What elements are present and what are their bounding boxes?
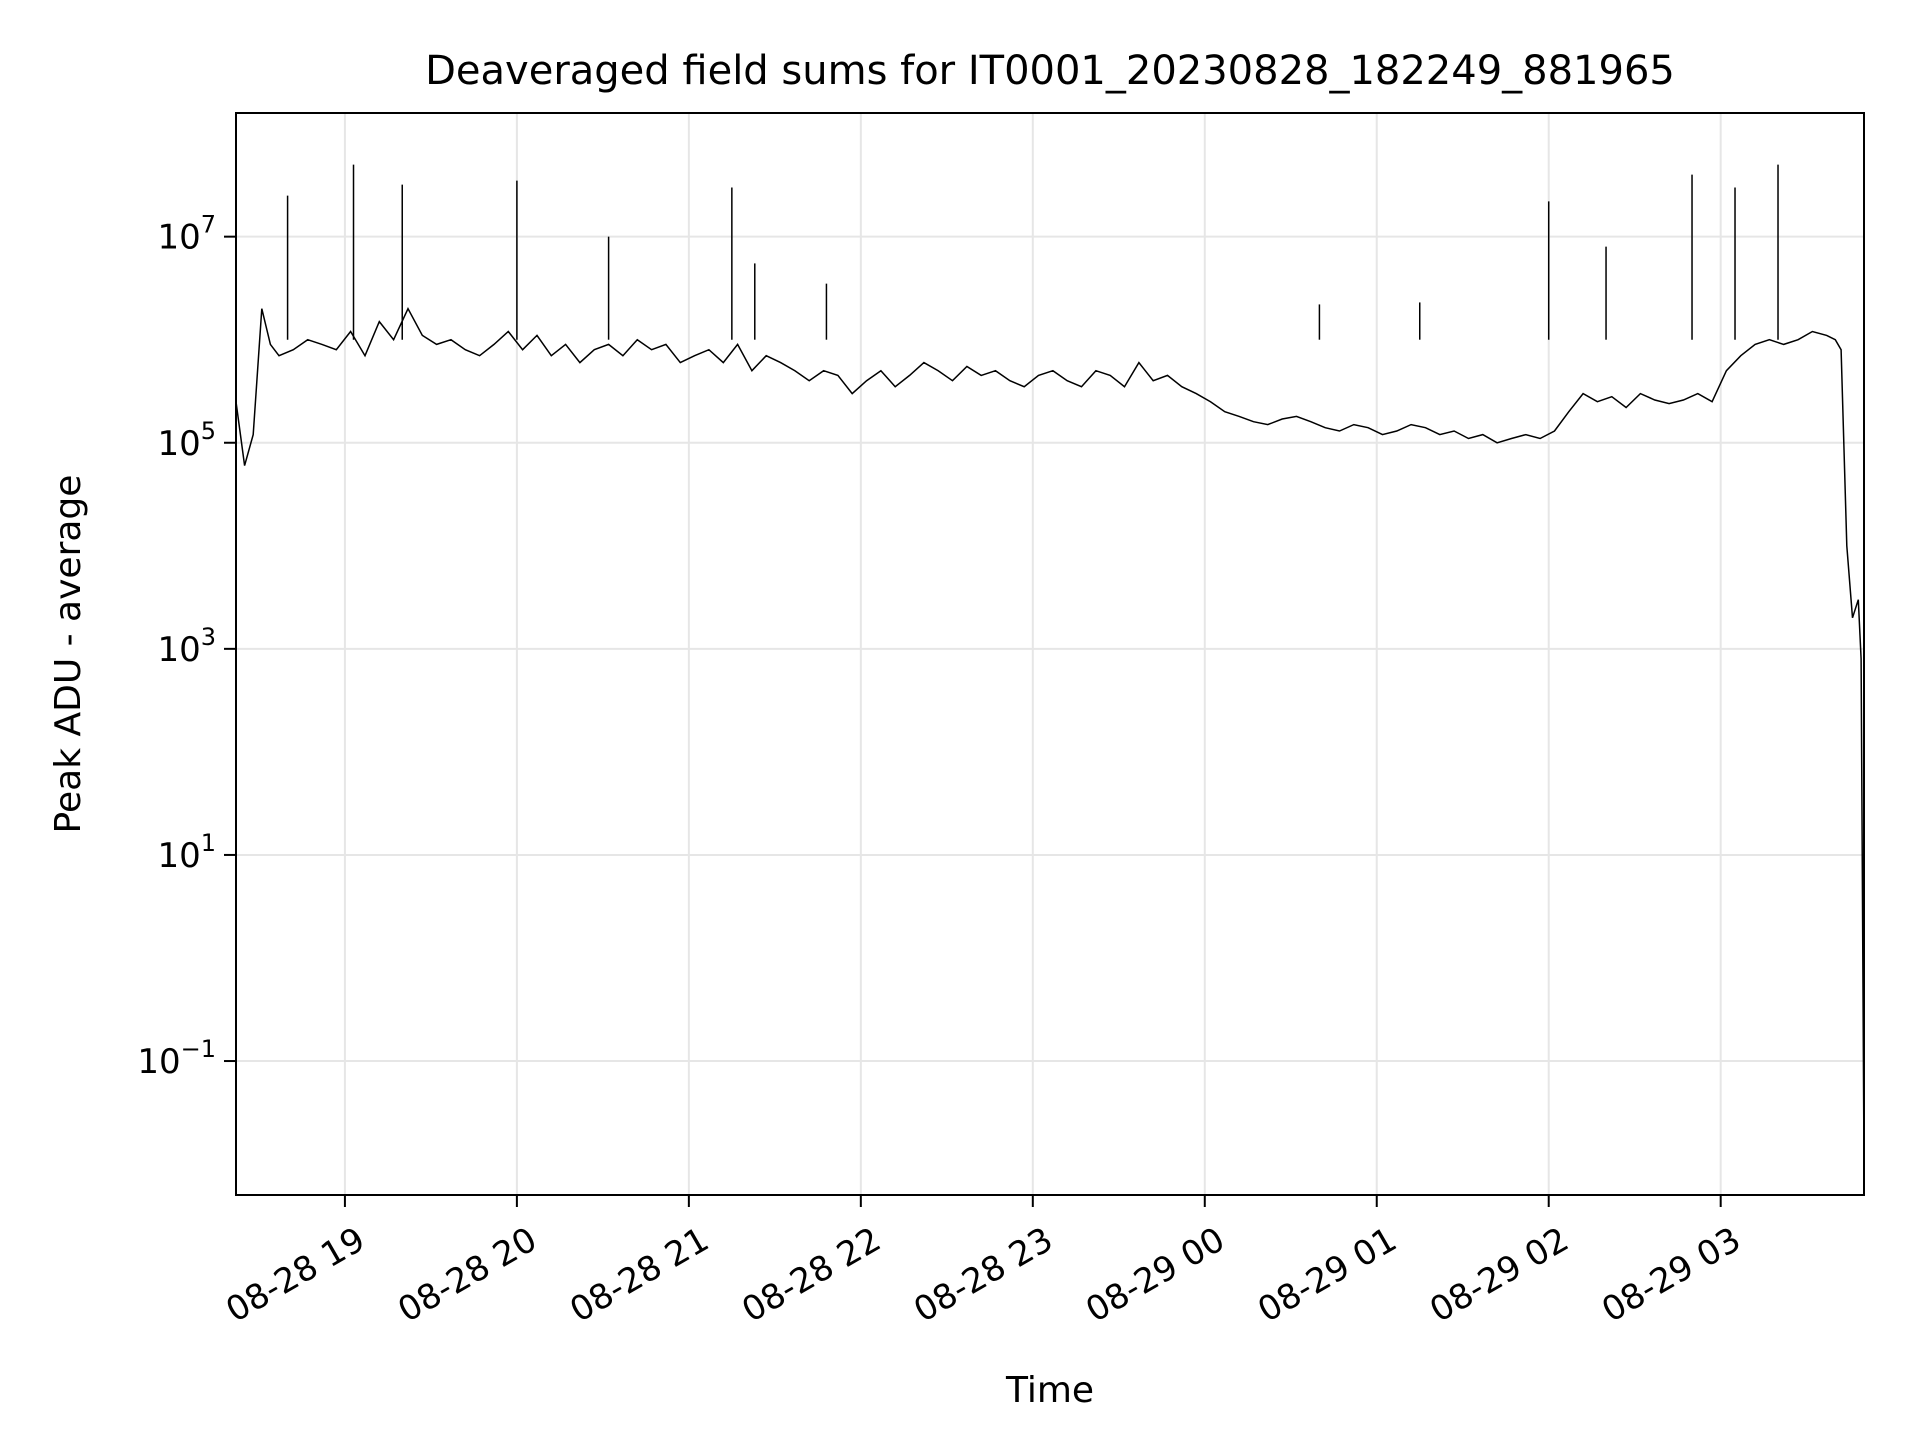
y-tick-exponent: 5 [201, 417, 216, 445]
y-tick-label: 107 [157, 211, 216, 258]
y-axis-label: Peak ADU - average [48, 475, 89, 834]
y-tick-label: 103 [157, 623, 216, 670]
y-tick-base: 10 [157, 218, 200, 258]
chart-title: Deaveraged field sums for IT0001_2023082… [425, 48, 1675, 94]
x-axis-label: Time [1005, 1370, 1094, 1411]
y-tick-label: 101 [157, 829, 216, 876]
y-tick-label: 10−1 [137, 1035, 216, 1082]
y-tick-base: 10 [157, 424, 200, 464]
series-group [236, 164, 1864, 1165]
y-tick-exponent: 7 [201, 211, 216, 239]
y-tick-base: 10 [157, 630, 200, 670]
y-tick-exponent: 1 [201, 829, 216, 857]
y-tick-base: 10 [157, 836, 200, 876]
y-tick-base: 10 [137, 1042, 180, 1082]
y-tick-label: 105 [157, 417, 216, 464]
plot-frame [235, 112, 1865, 1196]
series-line [236, 307, 1864, 1165]
y-tick-exponent: 3 [201, 623, 216, 651]
y-tick-exponent: −1 [181, 1035, 216, 1063]
